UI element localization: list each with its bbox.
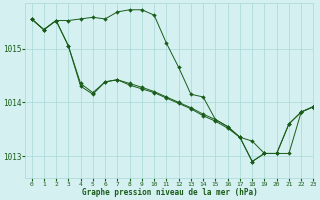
X-axis label: Graphe pression niveau de la mer (hPa): Graphe pression niveau de la mer (hPa) bbox=[82, 188, 257, 197]
